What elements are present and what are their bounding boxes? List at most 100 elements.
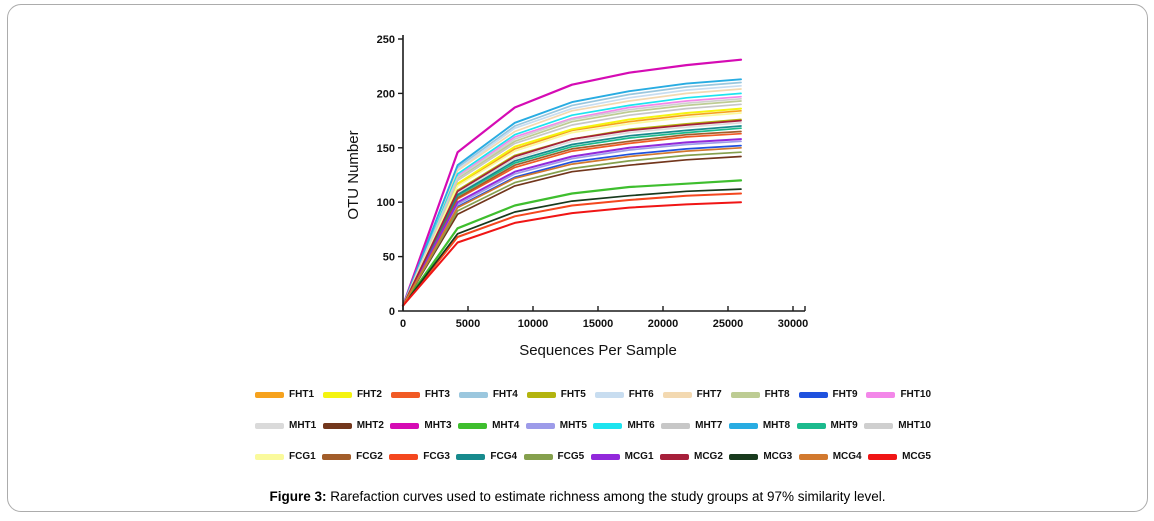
legend-item-FHT10: FHT10 bbox=[866, 389, 931, 400]
legend-swatch-MHT1 bbox=[255, 422, 284, 429]
legend-label-MHT9: MHT9 bbox=[830, 420, 858, 431]
legend-item-FHT8: FHT8 bbox=[730, 389, 790, 400]
legend-swatch-MCG5 bbox=[868, 453, 898, 460]
legend-label-FCG1: FCG1 bbox=[289, 451, 316, 462]
legend-swatch-MCG3 bbox=[729, 453, 759, 460]
series-MCG2 bbox=[402, 119, 742, 307]
legend-item-MHT9: MHT9 bbox=[796, 420, 858, 431]
legend-swatch-FHT5 bbox=[526, 391, 556, 398]
legend-swatch-MHT3 bbox=[390, 422, 420, 429]
legend-label-MCG2: MCG2 bbox=[693, 451, 723, 462]
series-MHT10 bbox=[402, 97, 742, 307]
legend-item-MCG2: MCG2 bbox=[659, 451, 723, 462]
series-MCG5 bbox=[402, 201, 742, 307]
legend-label-FHT1: FHT1 bbox=[289, 389, 314, 400]
legend-item-MHT6: MHT6 bbox=[593, 420, 655, 431]
x-tick-label: 20000 bbox=[648, 318, 679, 330]
figure-caption-text: Rarefaction curves used to estimate rich… bbox=[326, 489, 886, 504]
series-FCG3 bbox=[402, 192, 742, 307]
legend-swatch-MHT9 bbox=[796, 422, 826, 429]
legend-item-FHT3: FHT3 bbox=[390, 389, 450, 400]
y-tick-label: 0 bbox=[389, 306, 395, 318]
legend-swatch-FCG1 bbox=[255, 453, 284, 460]
x-axis-title: Sequences Per Sample bbox=[519, 342, 677, 359]
legend-item-MHT4: MHT4 bbox=[458, 420, 519, 431]
legend-swatch-FHT1 bbox=[255, 391, 284, 398]
y-tick-label: 200 bbox=[377, 88, 395, 100]
legend-label-MHT8: MHT8 bbox=[762, 420, 791, 431]
legend-item-FCG1: FCG1 bbox=[255, 451, 316, 462]
legend-label-MHT7: MHT7 bbox=[695, 420, 723, 431]
x-tick-label: 5000 bbox=[456, 318, 480, 330]
figure-caption: Figure 3: Rarefaction curves used to est… bbox=[8, 489, 1147, 504]
legend-label-MCG5: MCG5 bbox=[902, 451, 931, 462]
legend-swatch-FHT6 bbox=[594, 391, 624, 398]
legend-label-MHT5: MHT5 bbox=[559, 420, 587, 431]
x-tick-label: 15000 bbox=[583, 318, 614, 330]
legend-label-FHT4: FHT4 bbox=[492, 389, 518, 400]
x-tick-label: 10000 bbox=[518, 318, 549, 330]
series-FCG1 bbox=[402, 112, 742, 307]
legend-item-FCG2: FCG2 bbox=[322, 451, 383, 462]
series-FCG4 bbox=[402, 125, 742, 307]
legend-item-MHT7: MHT7 bbox=[661, 420, 722, 431]
series-MHT2 bbox=[402, 155, 742, 307]
legend-label-FHT6: FHT6 bbox=[628, 389, 654, 400]
chart-legend: FHT1 FHT2 FHT3 FHT4 FHT5 FHT6 FHT7 FHT8 FHT9 FHT1… bbox=[255, 379, 931, 472]
legend-swatch-MHT10 bbox=[864, 422, 894, 429]
legend-label-MCG1: MCG1 bbox=[624, 451, 654, 462]
legend-label-MHT10: MHT10 bbox=[898, 420, 931, 431]
legend-label-FHT2: FHT2 bbox=[356, 389, 382, 400]
legend-item-FHT2: FHT2 bbox=[322, 389, 382, 400]
x-tick-label: 0 bbox=[400, 318, 406, 330]
legend-item-FHT7: FHT7 bbox=[662, 389, 722, 400]
legend-swatch-MHT2 bbox=[322, 422, 352, 429]
x-tick-label: 30000 bbox=[778, 318, 809, 330]
legend-swatch-MHT7 bbox=[661, 422, 691, 429]
legend-swatch-FHT9 bbox=[798, 391, 828, 398]
legend-label-MHT2: MHT2 bbox=[356, 420, 384, 431]
legend-label-FCG4: FCG4 bbox=[490, 451, 518, 462]
legend-item-MCG3: MCG3 bbox=[729, 451, 792, 462]
legend-item-FCG3: FCG3 bbox=[389, 451, 450, 462]
series-MHT4 bbox=[401, 179, 743, 307]
legend-label-FHT5: FHT5 bbox=[560, 389, 586, 400]
legend-label-MCG4: MCG4 bbox=[832, 451, 862, 462]
legend-item-MCG5: MCG5 bbox=[868, 451, 931, 462]
figure-border: 0 50 100 150 200 250 0 5000 10000 15000 20000 25000… bbox=[7, 4, 1148, 512]
legend-item-FHT1: FHT1 bbox=[255, 389, 314, 400]
legend-item-MHT3: MHT3 bbox=[390, 420, 452, 431]
legend-swatch-FHT7 bbox=[662, 391, 692, 398]
legend-item-MCG1: MCG1 bbox=[590, 451, 654, 462]
chart-canvas: 0 50 100 150 200 250 0 5000 10000 15000 20000 25000… bbox=[345, 34, 809, 359]
legend-swatch-FHT4 bbox=[458, 391, 488, 398]
legend-label-FHT8: FHT8 bbox=[764, 389, 790, 400]
legend-row-3: FCG1 FCG2 FCG3 FCG4 FCG5 MCG1 MCG2 MCG3 MCG4 MCG5 bbox=[255, 441, 931, 472]
legend-label-FHT7: FHT7 bbox=[696, 389, 722, 400]
series-MCG4 bbox=[402, 146, 742, 307]
series-MCG1 bbox=[402, 138, 742, 307]
legend-item-MHT2: MHT2 bbox=[322, 420, 384, 431]
series-FHT7 bbox=[402, 88, 742, 307]
legend-item-FHT9: FHT9 bbox=[798, 389, 858, 400]
legend-label-FCG3: FCG3 bbox=[423, 451, 450, 462]
y-tick-label: 250 bbox=[377, 34, 395, 46]
legend-label-MCG3: MCG3 bbox=[763, 451, 793, 462]
legend-swatch-FHT3 bbox=[390, 391, 420, 398]
legend-label-MHT1: MHT1 bbox=[289, 420, 317, 431]
legend-label-MHT4: MHT4 bbox=[492, 420, 520, 431]
legend-item-MHT1: MHT1 bbox=[255, 420, 316, 431]
legend-swatch-FCG4 bbox=[456, 453, 486, 460]
series-MHT8 bbox=[402, 78, 742, 307]
series-FCG5 bbox=[402, 151, 742, 307]
legend-swatch-FCG3 bbox=[389, 453, 419, 460]
y-tick-label: 50 bbox=[383, 252, 395, 264]
series-FHT9 bbox=[402, 144, 742, 307]
legend-item-FCG4: FCG4 bbox=[456, 451, 517, 462]
legend-label-FCG2: FCG2 bbox=[356, 451, 383, 462]
legend-item-MHT5: MHT5 bbox=[525, 420, 587, 431]
legend-swatch-FHT8 bbox=[730, 391, 760, 398]
legend-label-FHT3: FHT3 bbox=[424, 389, 450, 400]
series-MHT3 bbox=[401, 58, 743, 307]
legend-swatch-MCG1 bbox=[590, 453, 620, 460]
